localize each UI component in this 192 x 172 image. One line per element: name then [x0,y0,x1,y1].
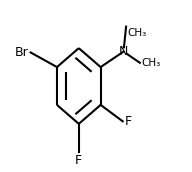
Text: F: F [125,115,132,128]
Text: N: N [119,45,128,58]
Text: CH₃: CH₃ [128,28,147,37]
Text: Br: Br [15,46,29,59]
Text: CH₃: CH₃ [142,58,161,68]
Text: F: F [75,154,82,167]
